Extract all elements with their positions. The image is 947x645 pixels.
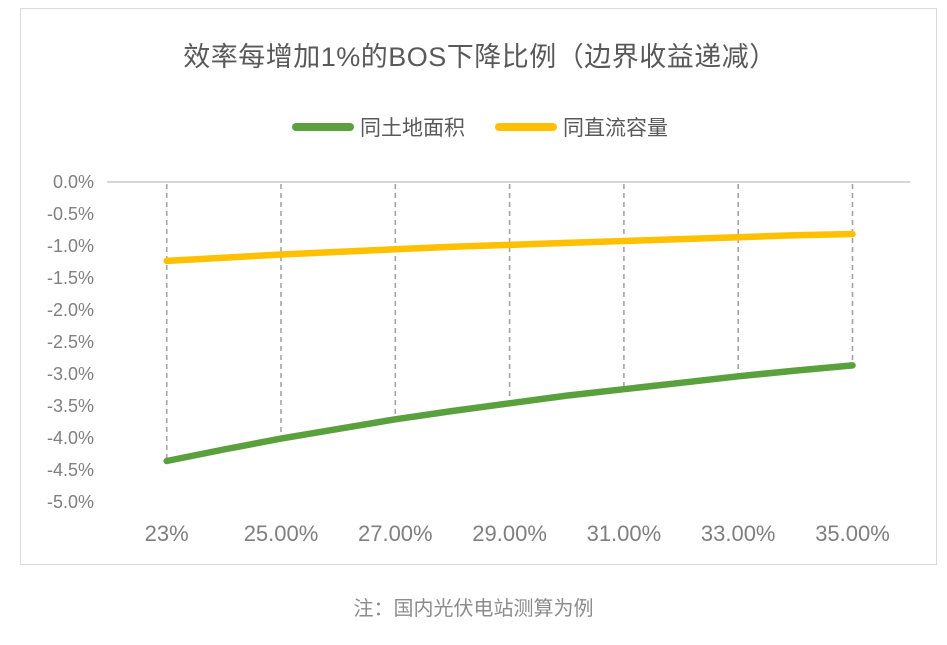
y-tick-label: -2.0% xyxy=(46,299,94,320)
chart-title: 效率每增加1%的BOS下降比例（边界收益递减） xyxy=(183,42,777,72)
legend: 同土地面积 同直流容量 xyxy=(20,112,940,142)
y-tick-label: -3.5% xyxy=(46,395,94,416)
x-tick-label: 33.00% xyxy=(700,521,776,546)
x-tick-label: 27.00% xyxy=(357,521,433,546)
x-tick-label: 25.00% xyxy=(243,521,319,546)
footnote: 注：国内光伏电站测算为例 xyxy=(353,598,594,620)
y-tick-label: -5.0% xyxy=(46,492,94,513)
x-tick-label: 31.00% xyxy=(586,521,662,546)
legend-swatch-green-icon xyxy=(292,123,354,131)
y-tick-label: -2.5% xyxy=(46,331,94,352)
y-tick-label: -4.5% xyxy=(46,460,94,481)
legend-label-same-land-area: 同土地面积 xyxy=(360,117,465,140)
y-tick-label: -1.5% xyxy=(46,267,94,288)
chart-card xyxy=(20,8,937,565)
x-tick-label: 35.00% xyxy=(815,521,890,546)
y-tick-label: -3.0% xyxy=(46,363,94,384)
x-tick-label: 23% xyxy=(144,521,189,546)
y-tick-label: 0.0% xyxy=(52,171,94,192)
legend-item-same-land-area: 同土地面积 xyxy=(292,112,465,142)
legend-label-same-dc-capacity: 同直流容量 xyxy=(563,117,668,140)
legend-item-same-dc-capacity: 同直流容量 xyxy=(495,112,668,142)
x-tick-label: 29.00% xyxy=(472,521,547,546)
y-tick-label: -1.0% xyxy=(46,235,94,256)
y-tick-label: -4.0% xyxy=(46,428,94,449)
y-tick-label: -0.5% xyxy=(46,203,94,224)
legend-swatch-yellow-icon xyxy=(495,123,557,131)
